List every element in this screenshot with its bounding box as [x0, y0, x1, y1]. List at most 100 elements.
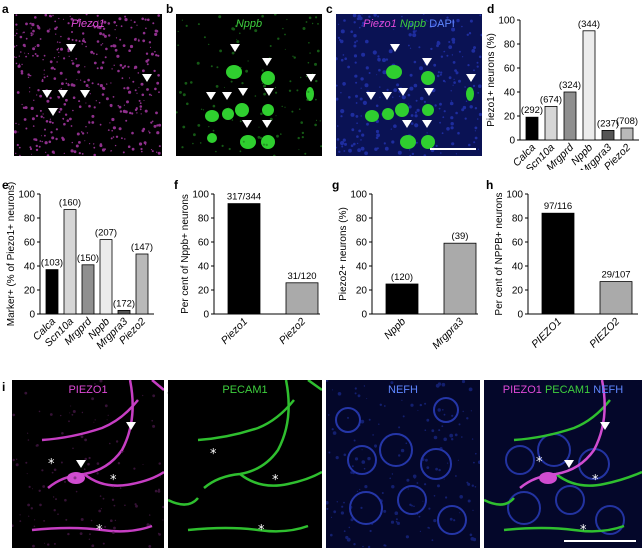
bar-annotation: (103)	[41, 258, 63, 269]
y-tick-label: 60	[356, 238, 368, 249]
y-tick-label: 20	[504, 112, 516, 123]
label-piezo1: Piezo1	[363, 18, 397, 30]
bar-piezo2	[599, 281, 633, 315]
bar-annotation: (207)	[95, 228, 117, 239]
micro-i-label: PIEZO1	[68, 384, 108, 396]
x-tick-label: PIEZO1	[529, 316, 564, 351]
arrowhead	[398, 88, 408, 96]
x-tick-label: Nppb	[382, 316, 408, 342]
y-tick-label: 60	[198, 238, 210, 249]
arrowhead	[58, 90, 68, 98]
bar-nppb	[99, 239, 113, 315]
bar-annotation: (160)	[59, 198, 81, 209]
y-axis-label: Piezo2+ neurons (%)	[338, 207, 349, 301]
y-tick-label: 80	[24, 214, 36, 225]
piezo1-puncta	[14, 14, 162, 156]
chart-e: Marker+ (% of Piezo1+ neurons) 0 20 40 60 80 1…	[6, 182, 154, 352]
arrowhead	[66, 44, 76, 52]
bar-mrgpra3	[443, 242, 477, 315]
y-tick-label: 20	[24, 286, 36, 297]
arrowhead	[238, 88, 248, 96]
arrowhead	[564, 460, 574, 468]
micrograph-c-merge: Piezo1 Nppb DAPI	[336, 14, 482, 156]
y-tick-label: 0	[29, 310, 35, 321]
scale-bar	[564, 540, 636, 542]
panel-letter-g: g	[332, 178, 340, 192]
y-tick-label: 60	[504, 64, 516, 75]
y-tick-label: 100	[192, 190, 209, 201]
asterisk-marker: *	[580, 523, 587, 538]
bar-annotation: (708)	[616, 116, 638, 127]
piezo1-vessels	[12, 380, 164, 548]
x-tick-label: Piezo1	[219, 316, 250, 347]
arrowhead	[242, 120, 252, 128]
label-nppb: Nppb	[399, 18, 427, 30]
bar-calca	[45, 269, 59, 315]
arrowhead	[424, 88, 434, 96]
bar-annotation: (172)	[113, 298, 135, 309]
chart-h: Per cent of NPPB+ neurons 0 20 40 60 80 100 97/…	[494, 190, 638, 351]
micro-b-label: Nppb	[235, 18, 263, 30]
label-piezo1: PIEZO1	[502, 384, 542, 396]
micro-c-label: Piezo1 Nppb DAPI	[336, 18, 482, 30]
y-tick-label: 20	[356, 286, 368, 297]
chart-d: Piezo1+ neurons (%)020406080100(292)Calc…	[486, 16, 639, 170]
bar-mrgprd	[563, 91, 577, 141]
bar-annotation: (674)	[540, 94, 562, 105]
bar-annotation: (150)	[77, 253, 99, 264]
pecam1-vessels	[168, 380, 322, 533]
label-nefh: NEFH	[593, 384, 624, 396]
bar-piezo2	[285, 282, 319, 315]
arrowhead	[402, 120, 412, 128]
panel-letter-d: d	[487, 2, 495, 16]
y-axis-label: Per cent of Nppb+ neurons	[180, 194, 191, 314]
arrowhead	[230, 44, 240, 52]
y-tick-label: 80	[504, 40, 516, 51]
panel-letter-e: e	[2, 178, 9, 192]
asterisk-marker: *	[272, 473, 279, 488]
y-tick-label: 80	[512, 214, 524, 225]
arrowhead	[222, 92, 232, 100]
arrowhead	[48, 108, 58, 116]
nefh-neurons	[326, 380, 480, 548]
arrowhead	[390, 44, 400, 52]
arrowhead	[264, 88, 274, 96]
bar-nppb	[385, 283, 419, 315]
panel-letter-h: h	[486, 178, 494, 192]
bar-nppb	[582, 30, 596, 141]
asterisk-marker: *	[210, 447, 217, 462]
micro-j-label: PECAM1	[222, 384, 268, 396]
micro-l-label: PIEZO1 PECAM1 NEFH	[484, 384, 642, 396]
y-tick-label: 40	[356, 262, 368, 273]
y-tick-label: 80	[198, 214, 210, 225]
asterisk-marker: *	[96, 523, 103, 538]
arrowhead	[42, 90, 52, 98]
panel-letter-a: a	[2, 2, 9, 16]
y-tick-label: 100	[498, 16, 515, 27]
bar-annotation: (237)	[597, 118, 619, 129]
y-tick-label: 80	[356, 214, 368, 225]
asterisk-marker: *	[536, 455, 543, 470]
bar-calca	[525, 116, 539, 141]
y-tick-label: 0	[509, 136, 515, 147]
merge-cells	[336, 14, 482, 156]
y-tick-label: 40	[504, 88, 516, 99]
panel-letter-b: b	[166, 2, 174, 16]
x-tick-label: Piezo2	[277, 316, 308, 347]
y-axis-label: Piezo1+ neurons (%)	[486, 33, 497, 127]
arrowhead	[466, 74, 476, 82]
micrograph-b-nppb: Nppb	[176, 14, 322, 156]
y-tick-label: 100	[350, 190, 367, 201]
bar-mrgpra3	[601, 130, 615, 141]
bar-piezo1	[541, 212, 575, 315]
y-tick-label: 100	[18, 190, 35, 201]
y-tick-label: 40	[198, 262, 210, 273]
bar-annotation: 317/344	[227, 192, 261, 203]
merge-vessels	[484, 380, 642, 548]
micrograph-a-piezo1: Piezo1	[14, 14, 162, 156]
micro-a-label: Piezo1	[71, 18, 105, 30]
y-tick-label: 0	[203, 310, 209, 321]
bar-mrgpra3	[117, 309, 131, 315]
bar-annotation: (147)	[131, 242, 153, 253]
arrowhead	[126, 422, 136, 430]
